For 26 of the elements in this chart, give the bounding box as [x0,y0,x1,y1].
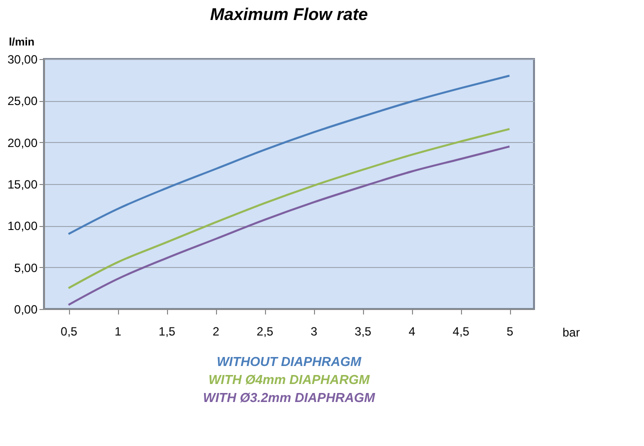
text: WITHOUT DIAPHRAGM [216,354,362,369]
line-series [68,128,510,290]
x-tick-label: 3,5 [354,324,372,338]
text: WITH Ø3.2mm DIAPHRAGM [203,390,376,405]
line-series [68,146,510,306]
y-tick-label: 0,00 [14,302,38,316]
x-tick-label: 1,5 [158,324,176,338]
x-tick-label: 2 [212,324,220,338]
y-tick-label: 15,00 [7,178,38,192]
text: WITH Ø4mm DIAPHARGM [208,372,371,387]
x-tick-label: 1 [114,324,122,338]
y-tick-label: 10,00 [7,219,38,234]
y-axis-title: l/min [8,36,35,48]
x-tick-label: 4,5 [452,324,470,338]
x-tick-label: 0,5 [60,324,78,338]
y-tick-label: 25,00 [7,94,38,108]
y-tick-label: 20,00 [7,136,38,150]
x-tick-label: 5 [506,324,514,338]
chart-title: Maximum Flow rate [210,5,368,24]
line-series [68,74,510,235]
x-tick-label: 4 [408,324,416,338]
x-tick-label: 3 [310,324,318,338]
x-axis-title: bar [562,326,580,340]
x-tick-label: 2,5 [256,324,274,338]
y-tick-label: 5,00 [14,260,38,275]
y-tick-label: 30,00 [7,52,38,66]
